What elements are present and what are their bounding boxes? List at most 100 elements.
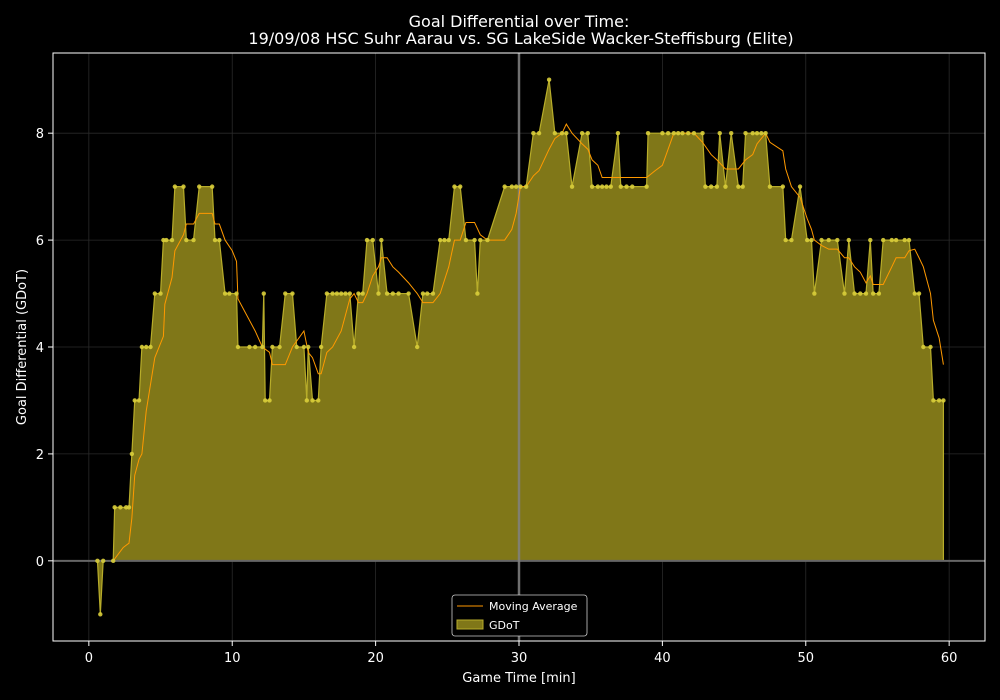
gdot-point	[290, 291, 295, 296]
gdot-point	[579, 130, 585, 136]
gdot-point	[564, 130, 569, 136]
gdot-point	[209, 184, 215, 189]
moving-average-line	[112, 123, 944, 562]
gdot-point	[536, 130, 542, 136]
gdot-point	[805, 237, 810, 243]
gdot-point	[152, 291, 158, 296]
gdot-point	[384, 291, 390, 296]
gdot-point	[181, 184, 186, 189]
gdot-point	[941, 398, 946, 403]
x-axis-label: Game Time [min]	[462, 671, 575, 686]
gdot-point	[379, 237, 384, 243]
y-tick-label: 8	[36, 127, 44, 142]
gdot-point	[324, 291, 330, 296]
gdot-point	[376, 291, 381, 296]
gdot-point	[618, 184, 624, 189]
gdot-point	[889, 237, 894, 243]
gdot-point	[360, 291, 365, 296]
x-tick-label: 30	[511, 651, 528, 666]
gdot-point	[132, 398, 137, 403]
x-tick-label: 10	[224, 651, 241, 666]
gdot-point	[615, 130, 621, 136]
legend: Moving Average GDoT	[451, 594, 588, 637]
gdot-point	[880, 237, 886, 243]
gdot-point	[136, 398, 142, 403]
y-tick-label: 4	[36, 341, 44, 356]
gdot-point	[339, 291, 344, 296]
chart-title: Goal Differential over Time:	[409, 12, 630, 31]
gdot-point	[660, 130, 665, 136]
x-tick-label: 40	[654, 651, 671, 666]
gdot-point	[513, 184, 519, 189]
gdot-point	[928, 344, 933, 350]
gdot-point	[95, 558, 100, 564]
y-tick-label: 6	[36, 234, 44, 249]
gdot-point	[222, 291, 228, 296]
gdot-point	[645, 130, 651, 136]
gdot-point	[126, 505, 132, 510]
gdot-point	[685, 130, 691, 136]
gdot-point	[217, 237, 222, 243]
gdot-point	[227, 291, 232, 296]
gdot-point	[700, 130, 705, 136]
gdot-point	[630, 184, 635, 189]
gdot-point	[316, 398, 321, 403]
gdot-point	[306, 344, 311, 350]
gdot-point	[750, 130, 755, 136]
gdot-point	[485, 237, 490, 243]
gdot-point	[406, 291, 411, 296]
gdot-point	[452, 184, 457, 189]
gdot-point	[301, 344, 307, 350]
gdot-point	[559, 130, 565, 136]
gdot-point	[767, 184, 773, 189]
gdot-point	[247, 344, 252, 350]
gdot-point	[100, 558, 106, 564]
x-tick-label: 0	[85, 651, 93, 666]
legend-gdot-swatch	[456, 619, 484, 630]
gdot-point	[184, 237, 189, 243]
gdot-point	[754, 130, 760, 136]
gdot-point	[343, 291, 348, 296]
gdot-point	[364, 237, 370, 243]
gdot-point	[921, 344, 926, 350]
gdot-point	[334, 291, 340, 296]
gdot-point	[531, 130, 536, 136]
y-tick-label: 2	[36, 448, 44, 463]
legend-gdot-label: GDoT	[489, 619, 520, 632]
gdot-point	[294, 344, 299, 350]
gdot-point	[446, 237, 451, 243]
gdot-point	[112, 505, 117, 510]
gdot-point	[902, 237, 907, 243]
legend-moving-average-label: Moving Average	[489, 600, 578, 613]
gdot-point	[906, 237, 912, 243]
y-axis-label: Goal Differential (GDoT)	[15, 269, 30, 425]
gdot-point	[191, 237, 196, 243]
gdot-point	[893, 237, 899, 243]
gdot-point	[347, 291, 353, 296]
gdot-point	[675, 130, 681, 136]
gdot-point	[797, 184, 803, 189]
gdot-point	[458, 184, 463, 189]
gdot-point	[277, 344, 282, 350]
gdot-point	[852, 291, 857, 296]
gdot-point	[390, 291, 396, 296]
gdot-point	[129, 451, 135, 457]
gdot-point	[809, 237, 814, 243]
gdot-point	[148, 344, 153, 350]
gdot-point	[270, 344, 275, 350]
gdot-point	[330, 291, 335, 296]
gdot-point	[144, 344, 149, 350]
gdot-point	[546, 77, 552, 82]
gdot-point	[595, 184, 601, 189]
gdot-point	[425, 291, 430, 296]
gdot-point	[729, 130, 734, 136]
gdot-point	[868, 237, 873, 243]
x-tick-label: 20	[367, 651, 384, 666]
gdot-point	[523, 184, 529, 189]
gdot-point	[671, 130, 677, 136]
gdot-point	[318, 344, 324, 350]
gdot-point	[509, 184, 515, 189]
gdot-point	[680, 130, 685, 136]
gdot-point	[478, 237, 483, 243]
gdot-point	[283, 291, 288, 296]
